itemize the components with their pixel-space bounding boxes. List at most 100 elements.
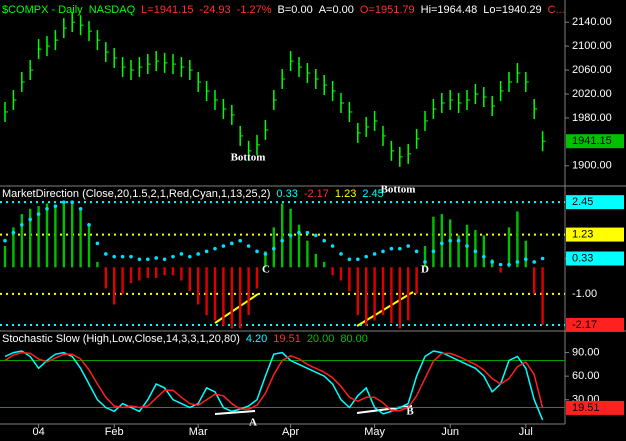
histogram-bar: [331, 267, 334, 276]
histogram-bar: [499, 267, 502, 273]
direction-point: [78, 206, 83, 211]
x-tick-label: Feb: [105, 426, 124, 438]
direction-point: [20, 222, 24, 227]
direction-point: [62, 200, 66, 204]
histogram-bar: [482, 235, 485, 268]
tick-box: [566, 227, 624, 242]
x-tick-label: May: [364, 426, 385, 438]
direction-point: [272, 246, 276, 251]
histogram-bar: [297, 224, 301, 268]
direction-point: [532, 260, 536, 264]
direction-point: [440, 241, 444, 246]
direction-point: [230, 241, 234, 246]
tick-box: [566, 317, 624, 332]
annotation: A: [249, 417, 257, 429]
annotation: Bottom: [231, 152, 266, 164]
histogram-bar: [129, 267, 133, 284]
annotation: D: [421, 264, 429, 276]
header-item: NASDAQ: [89, 4, 136, 16]
direction-point: [381, 249, 385, 254]
trend-line: [214, 293, 259, 324]
direction-point: [305, 230, 310, 235]
histogram-bar: [457, 235, 460, 268]
header-item: B=0.00: [278, 4, 313, 16]
direction-point: [213, 246, 217, 251]
direction-point: [280, 238, 285, 243]
direction-point: [448, 238, 453, 243]
direction-point: [473, 249, 478, 254]
header-item: -2.17: [304, 188, 329, 200]
histogram-bar: [507, 227, 511, 268]
direction-point: [104, 252, 108, 256]
y-tick-label: 2.45: [572, 196, 593, 208]
histogram-bar: [37, 206, 40, 268]
direction-point: [129, 254, 133, 259]
direction-point: [179, 252, 184, 256]
direction-point: [36, 212, 41, 216]
direction-point: [171, 254, 175, 259]
direction-point: [322, 238, 327, 243]
histogram-bar: [146, 267, 149, 278]
header-item: 2.45: [362, 188, 383, 200]
histogram-bar: [163, 267, 166, 276]
x-tick-label: Jul: [519, 426, 533, 438]
header-item: 4.20: [246, 333, 267, 345]
header-item: Lo=1940.29: [483, 4, 541, 16]
histogram-bar: [314, 253, 317, 268]
histogram-bar: [12, 227, 15, 268]
histogram-bar: [87, 224, 91, 268]
histogram-bar: [407, 267, 410, 321]
direction-point: [137, 257, 142, 262]
direction-point: [372, 252, 377, 256]
stochastic-line: [4, 350, 544, 421]
histogram-bar: [533, 267, 536, 294]
x-tick-label: 04: [32, 426, 44, 438]
histogram-bar: [79, 208, 82, 268]
header-item: Stochastic Slow (High,Low,Close,14,3,3,1…: [2, 333, 240, 345]
stochastic-line: [4, 351, 544, 412]
histogram-bar: [516, 211, 519, 268]
direction-point: [507, 262, 511, 267]
direction-point: [515, 260, 520, 264]
direction-point: [540, 256, 545, 261]
histogram-bar: [230, 267, 233, 329]
header-item: 1.23: [335, 188, 356, 200]
header-item: Hi=1964.48: [421, 4, 478, 16]
histogram-bar: [222, 267, 225, 326]
header-item: 19.51: [273, 333, 301, 345]
direction-point: [431, 249, 436, 254]
histogram-bar: [289, 208, 292, 268]
y-tick-label: 2100.00: [572, 40, 612, 52]
direction-point: [162, 257, 167, 262]
direction-point: [414, 249, 419, 254]
histogram-bar: [381, 267, 385, 316]
x-tick-label: Apr: [282, 426, 299, 438]
histogram-bar: [524, 240, 527, 268]
direction-point: [204, 249, 209, 254]
y-tick-label: 2020.00: [572, 88, 612, 100]
direction-point: [389, 246, 394, 251]
histogram-bar: [348, 267, 351, 292]
histogram-bar: [323, 261, 326, 268]
x-tick-label: Mar: [189, 426, 208, 438]
histogram-bar: [54, 206, 57, 268]
direction-point: [28, 217, 32, 222]
trend-line: [214, 410, 256, 415]
panel-header: $COMPX - Daily NASDAQ L=1941.15 -24.93 -1.27…: [2, 4, 565, 16]
direction-point: [70, 200, 74, 204]
header-item: O=1951.79: [360, 4, 415, 16]
histogram-bar: [171, 267, 175, 276]
panel-header: MarketDirection (Close,20,1.5,2,1,Red,Cy…: [2, 188, 384, 200]
direction-point: [288, 233, 293, 238]
direction-point: [356, 257, 360, 262]
direction-point: [95, 241, 100, 246]
direction-point: [53, 204, 58, 208]
direction-point: [364, 254, 369, 259]
direction-point: [330, 244, 335, 248]
histogram-bar: [432, 216, 435, 268]
histogram-bar: [239, 267, 242, 329]
tick-box: [566, 195, 624, 210]
